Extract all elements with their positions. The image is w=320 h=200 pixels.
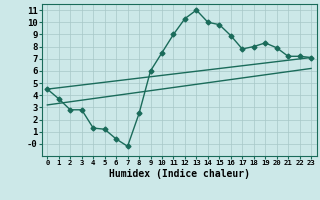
X-axis label: Humidex (Indice chaleur): Humidex (Indice chaleur) bbox=[109, 169, 250, 179]
